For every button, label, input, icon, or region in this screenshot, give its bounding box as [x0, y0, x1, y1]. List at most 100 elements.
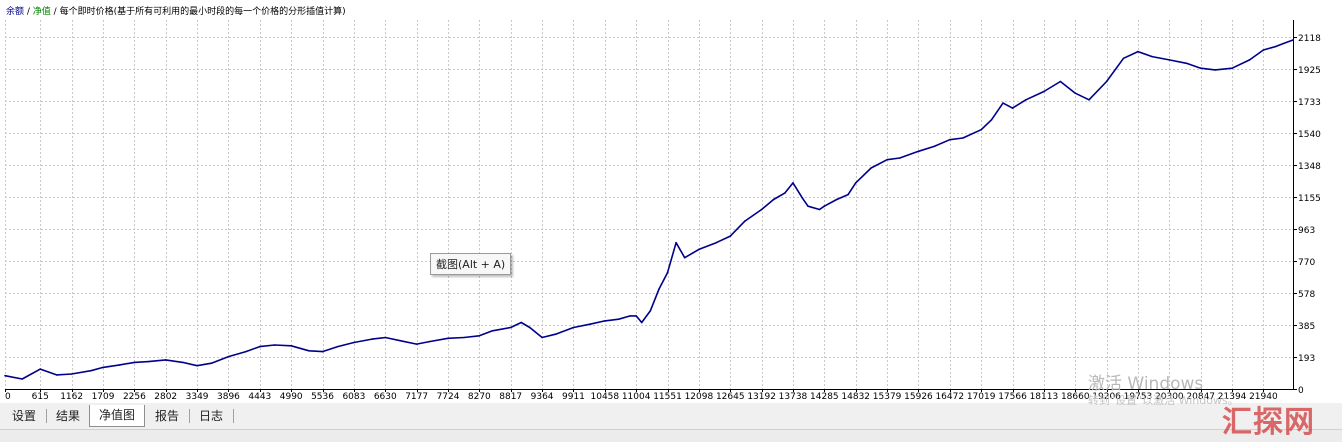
- equity-point: [273, 344, 276, 346]
- y-tick-label: 1540: [1298, 130, 1321, 140]
- equity-point: [1199, 67, 1202, 69]
- equity-point: [572, 326, 575, 329]
- legend-separator: /: [50, 7, 60, 17]
- legend-separator: /: [24, 7, 33, 17]
- equity-point: [90, 369, 92, 372]
- tab-report[interactable]: 报告: [154, 409, 179, 423]
- equity-point: [70, 373, 73, 375]
- equity-point: [478, 335, 481, 337]
- equity-point: [683, 256, 686, 259]
- equity-point: [1011, 107, 1014, 109]
- equity-point: [729, 235, 732, 237]
- x-tick-label: 3896: [217, 392, 240, 402]
- y-tick-label: 1155: [1298, 194, 1321, 204]
- equity-point: [118, 364, 121, 366]
- tab-results[interactable]: 结果: [55, 409, 80, 423]
- equity-point: [617, 318, 620, 321]
- equity-point: [290, 345, 293, 347]
- y-tick-label: 1925: [1298, 66, 1321, 76]
- x-tick-label: 8817: [499, 392, 522, 402]
- tab-equity-chart[interactable]: 净值图: [89, 405, 145, 427]
- equity-point: [210, 362, 213, 365]
- equity-point: [801, 197, 804, 199]
- equity-point: [415, 343, 418, 345]
- equity-point: [1248, 59, 1251, 61]
- x-tick-label: 2256: [123, 392, 146, 402]
- x-tick-label: 1709: [92, 392, 115, 402]
- tab-journal[interactable]: 日志: [198, 409, 223, 423]
- equity-point: [772, 198, 775, 201]
- equity-point: [1283, 42, 1285, 45]
- equity-point: [823, 205, 826, 207]
- chart-canvas: 0 193 385 578 770 963 1155 1348 1540 1733 1925 2118…: [4, 20, 1321, 402]
- activation-watermark-title: 激活 Windows: [1088, 374, 1204, 394]
- equity-point: [933, 145, 935, 148]
- equity-point: [182, 361, 184, 364]
- x-tick-label: 6630: [374, 392, 397, 402]
- screenshot-tooltip: 截图(Alt + A): [430, 253, 512, 275]
- equity-point: [520, 321, 522, 324]
- equity-point: [1168, 59, 1171, 61]
- equity-point: [353, 341, 355, 344]
- equity-point: [384, 336, 387, 339]
- x-tick-label: 13738: [779, 392, 808, 402]
- equity-point: [491, 330, 494, 332]
- equity-point: [371, 338, 373, 340]
- equity-point: [1074, 92, 1077, 94]
- equity-point: [1274, 45, 1277, 48]
- x-tick-label: 3349: [186, 392, 209, 402]
- equity-point: [447, 337, 449, 340]
- equity-point: [227, 355, 230, 358]
- equity-point: [1151, 55, 1153, 58]
- legend-description: 每个即时价格(基于所有可利用的最小时段的每一个价格的分形插值计算): [59, 7, 346, 17]
- equity-point: [760, 208, 763, 211]
- x-tick-label: 20300: [1155, 392, 1184, 402]
- equity-point: [980, 128, 982, 131]
- x-tick-label: 7177: [405, 392, 428, 402]
- equity-point: [784, 192, 786, 194]
- y-tick-label: 193: [1298, 354, 1315, 364]
- equity-point: [509, 326, 512, 329]
- equity-point: [792, 182, 794, 184]
- x-tick-label: 7724: [437, 392, 460, 402]
- equity-point: [640, 321, 643, 324]
- equity-point: [807, 205, 809, 207]
- y-tick-label: 0: [1298, 386, 1304, 396]
- equity-point: [196, 364, 198, 367]
- equity-point: [589, 323, 591, 326]
- y-tick-label: 385: [1298, 322, 1315, 332]
- equity-point: [4, 374, 6, 377]
- equity-point: [1088, 99, 1090, 101]
- y-tick-label: 578: [1298, 290, 1315, 300]
- tab-divider: [46, 409, 47, 423]
- equity-point: [259, 345, 261, 348]
- x-tick-label: 10458: [591, 392, 620, 402]
- equity-point: [21, 378, 24, 380]
- y-tick-label: 2118: [1298, 34, 1321, 44]
- equity-point: [245, 350, 247, 353]
- x-tick-label: 6083: [342, 392, 365, 402]
- x-tick-label: 11004: [622, 392, 651, 402]
- equity-point: [715, 241, 717, 244]
- y-tick-label: 963: [1298, 226, 1315, 236]
- x-tick-label: 16472: [935, 392, 964, 402]
- x-tick-label: 21940: [1249, 392, 1278, 402]
- equity-point: [1231, 67, 1233, 69]
- x-tick-label: 4443: [248, 392, 271, 402]
- equity-point: [39, 368, 42, 370]
- x-tick-label: 615: [32, 392, 49, 402]
- chart-legend: 余额 / 净值 / 每个即时价格(基于所有可利用的最小时段的每一个价格的分形插值…: [6, 4, 346, 17]
- tab-settings[interactable]: 设置: [11, 409, 36, 423]
- equity-point: [102, 366, 104, 369]
- equity-chart: 0 193 385 578 770 963 1155 1348 1540 1733 1925 2118…: [0, 0, 1342, 407]
- equity-point: [463, 336, 465, 339]
- equity-point: [1292, 39, 1294, 41]
- equity-point: [147, 360, 150, 363]
- x-tick-label: 20847: [1186, 392, 1215, 402]
- equity-point: [1059, 80, 1062, 83]
- equity-point: [1262, 49, 1265, 51]
- equity-point: [854, 182, 857, 184]
- equity-point: [744, 220, 746, 222]
- equity-point: [554, 333, 557, 336]
- equity-point: [629, 315, 631, 317]
